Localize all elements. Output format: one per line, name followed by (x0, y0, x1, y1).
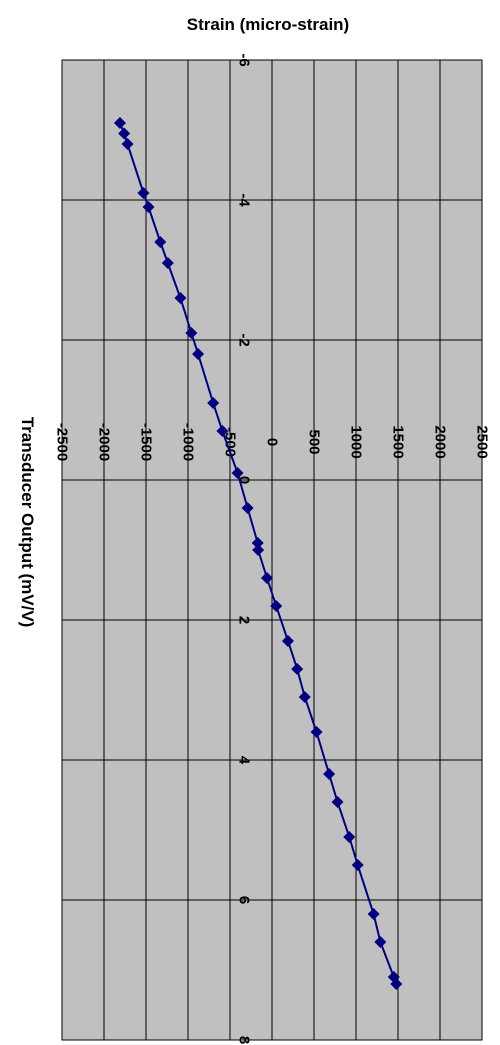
y-tick-label: 500 (306, 429, 323, 454)
y-tick-label: -2000 (96, 423, 113, 461)
gridlines (61, 59, 483, 1041)
data-point (281, 635, 294, 647)
x-tick-label: 0 (236, 476, 253, 484)
data-point (367, 908, 380, 920)
data-point (118, 127, 131, 140)
data-point (374, 936, 387, 948)
x-tick-label: 8 (236, 1036, 253, 1044)
data-point (251, 537, 264, 549)
y-tick-label: 1500 (390, 425, 407, 458)
data-point (137, 187, 150, 199)
series-group (113, 117, 403, 990)
y-tick-label: -2500 (54, 423, 71, 461)
x-tick-label: 4 (236, 756, 253, 765)
data-point (161, 257, 174, 269)
data-point (351, 859, 364, 871)
data-point (231, 467, 244, 479)
data-point (216, 425, 229, 437)
data-point (260, 572, 273, 584)
data-point (207, 397, 220, 409)
data-point (154, 236, 167, 248)
data-point (241, 502, 254, 514)
y-tick-label: 0 (264, 438, 281, 446)
data-point (270, 600, 283, 612)
data-point (291, 663, 304, 675)
y-tick-label: 1000 (348, 425, 365, 458)
y-tick-label: 2500 (474, 425, 491, 458)
y-tick-label: -500 (222, 427, 239, 457)
data-point (310, 726, 323, 738)
y-axis-title: Transducer Output (mV/V) (18, 417, 37, 628)
data-point (390, 978, 403, 990)
data-point (113, 117, 126, 129)
x-tick-label: -4 (236, 193, 253, 207)
x-tick-label: -6 (236, 53, 253, 66)
data-point (252, 544, 265, 556)
x-tick-label: -2 (236, 333, 253, 346)
tick-labels: -6 -4 -2 0 2 4 6 8 -2500 -2000 -1500 -1000 -500 0 500 1… (54, 53, 491, 1044)
data-point (185, 327, 198, 339)
data-point (121, 138, 134, 150)
x-tick-label: 2 (236, 616, 253, 624)
data-point (331, 796, 344, 808)
y-tick-label: 2000 (432, 425, 449, 458)
data-point (343, 831, 356, 843)
y-tick-label: -1500 (138, 423, 155, 461)
x-axis-title: Strain (micro-strain) (187, 15, 349, 34)
data-point (298, 691, 311, 703)
data-point (192, 348, 205, 360)
data-point (142, 201, 155, 213)
x-tick-label: 6 (236, 896, 253, 904)
data-point (323, 768, 336, 780)
y-tick-label: -1000 (180, 423, 197, 461)
data-point (174, 292, 187, 304)
